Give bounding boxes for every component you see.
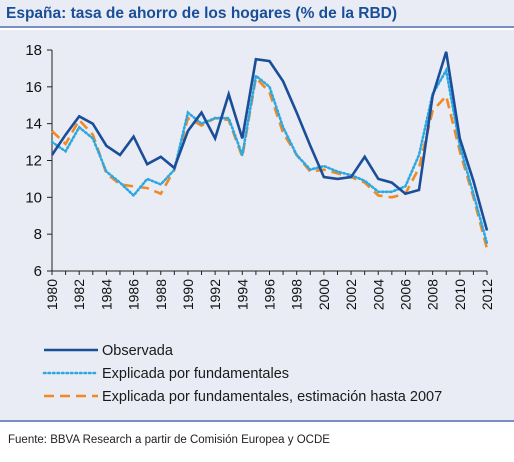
x-tick-label: 1984 [98,279,114,310]
chart-title: España: tasa de ahorro de los hogares (%… [0,0,514,28]
x-tick-label: 1980 [44,279,60,310]
x-tick-label: 2010 [452,279,468,310]
series-line-dashed [51,74,489,250]
legend-label: Observada [102,343,174,359]
y-tick-label: 14 [25,116,42,133]
x-tick-label: 1986 [126,279,142,310]
x-tick-label: 2004 [370,279,386,310]
x-tick-label: 1982 [71,279,87,310]
x-tick-label: 1994 [234,279,250,310]
legend: Observada Explicada por fundamentales Expl… [42,343,442,405]
y-tick-label: 10 [25,189,42,206]
chart-area: 6 8 10 12 14 16 18 1980 1982 1984 1986 1988 1990 1992… [0,30,514,420]
y-tick-label: 16 [25,79,42,96]
x-tick-label: 1998 [289,279,305,310]
x-tick-label: 2006 [397,279,413,310]
source-note: Fuente: BBVA Research a partir de Comisi… [8,434,330,446]
series-line-dotted [50,66,489,245]
x-tick-label: 1988 [153,279,169,310]
x-tick-label: 1990 [180,279,196,310]
line-chart: 6 8 10 12 14 16 18 1980 1982 1984 1986 1988 1990 1992… [25,42,495,405]
y-tick-label: 12 [25,153,42,170]
series-lines [50,51,489,250]
x-tick-label: 1996 [262,279,278,310]
x-tick-label: 2000 [316,279,332,310]
x-tick-label: 2012 [479,279,495,310]
x-tick-label: 1992 [207,279,223,310]
separator [0,420,514,422]
y-tick-label: 18 [25,42,42,59]
y-tick-label: 8 [34,226,42,243]
y-tick-label: 6 [34,263,42,280]
x-tick-label: 2002 [343,279,359,310]
x-tick-label: 2008 [425,279,441,310]
series-line-solid [50,51,489,231]
legend-label: Explicada por fundamentales, estimación … [102,389,442,405]
legend-label: Explicada por fundamentales [102,366,289,382]
axes: 6 8 10 12 14 16 18 1980 1982 1984 1986 1988 1990 1992… [25,42,495,310]
